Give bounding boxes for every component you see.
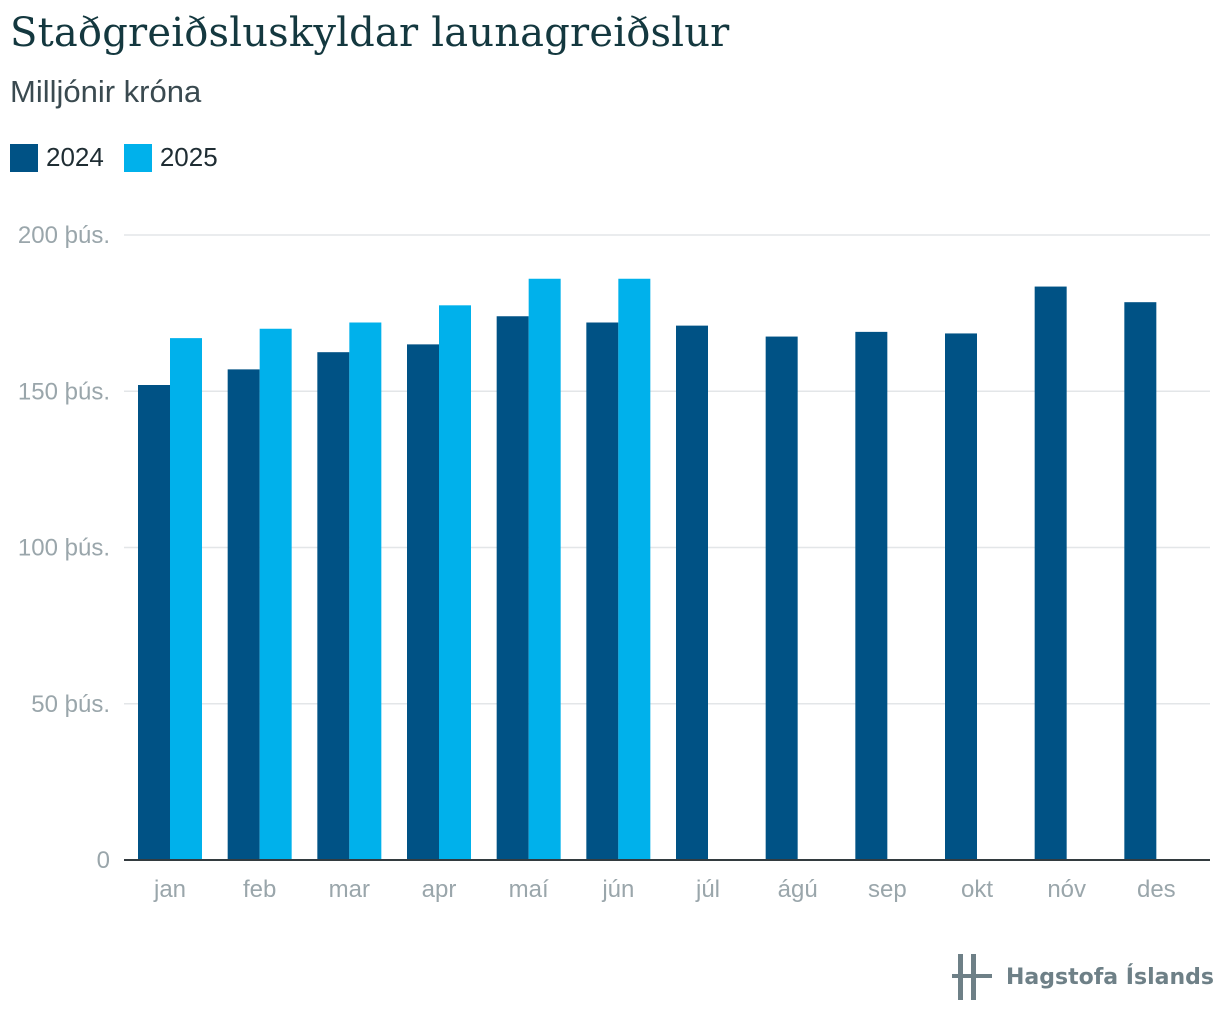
- logo: Hagstofa Íslands: [952, 952, 1214, 1002]
- y-tick-label: 0: [97, 847, 110, 874]
- bar-2025-jún[interactable]: [618, 278, 651, 860]
- bar-2024-júl[interactable]: [676, 325, 708, 860]
- x-tick-label: nóv: [1047, 876, 1086, 903]
- bar-2024-sep[interactable]: [855, 331, 888, 860]
- y-tick-label: 100 þús.: [18, 535, 110, 562]
- bar-2024-feb[interactable]: [227, 369, 260, 860]
- x-tick-label: júl: [695, 876, 720, 903]
- bar-2025-apr[interactable]: [439, 305, 471, 860]
- x-tick-label: okt: [961, 876, 993, 903]
- logo-text: Hagstofa Íslands: [1006, 964, 1214, 990]
- x-tick-label: mar: [329, 876, 370, 903]
- legend-item-2024[interactable]: 2024: [10, 142, 104, 173]
- legend-swatch-2024: [10, 143, 38, 172]
- bar-2024-nóv[interactable]: [1034, 286, 1067, 860]
- bar-2024-apr[interactable]: [407, 344, 439, 860]
- x-tick-label: des: [1137, 876, 1176, 903]
- legend: 2024 2025: [10, 142, 218, 173]
- x-tick-label: feb: [243, 876, 276, 903]
- y-tick-label: 50 þús.: [31, 691, 110, 718]
- y-tick-label: 150 þús.: [18, 378, 110, 405]
- bar-2025-jan[interactable]: [170, 338, 202, 860]
- x-tick-label: sep: [868, 876, 907, 903]
- legend-item-2025[interactable]: 2025: [123, 142, 218, 173]
- legend-swatch-2025: [123, 143, 152, 172]
- legend-label-2024: 2024: [46, 142, 104, 172]
- hagstofa-logo-icon: [952, 954, 992, 1000]
- x-tick-label: ágú: [778, 876, 818, 903]
- bar-2024-okt[interactable]: [945, 333, 977, 860]
- bar-2024-jún[interactable]: [586, 322, 619, 861]
- x-tick-label: apr: [422, 876, 457, 903]
- bar-2024-ágú[interactable]: [765, 336, 798, 860]
- bar-2024-mar[interactable]: [317, 352, 350, 860]
- bar-2024-jan[interactable]: [138, 385, 170, 860]
- bar-2025-mar[interactable]: [349, 322, 382, 861]
- x-tick-label: maí: [509, 876, 549, 903]
- legend-label-2025: 2025: [159, 142, 218, 172]
- bar-2024-des[interactable]: [1124, 302, 1157, 860]
- x-tick-label: jún: [601, 876, 634, 903]
- x-tick-label: jan: [153, 876, 186, 903]
- chart-subtitle: Milljónir króna: [10, 74, 202, 109]
- bar-2025-feb[interactable]: [259, 328, 292, 860]
- y-tick-label: 200 þús.: [18, 222, 110, 249]
- bar-2025-maí[interactable]: [528, 278, 561, 860]
- chart-title: Staðgreiðsluskyldar launagreiðslur: [10, 10, 730, 56]
- bar-2024-maí[interactable]: [496, 316, 529, 860]
